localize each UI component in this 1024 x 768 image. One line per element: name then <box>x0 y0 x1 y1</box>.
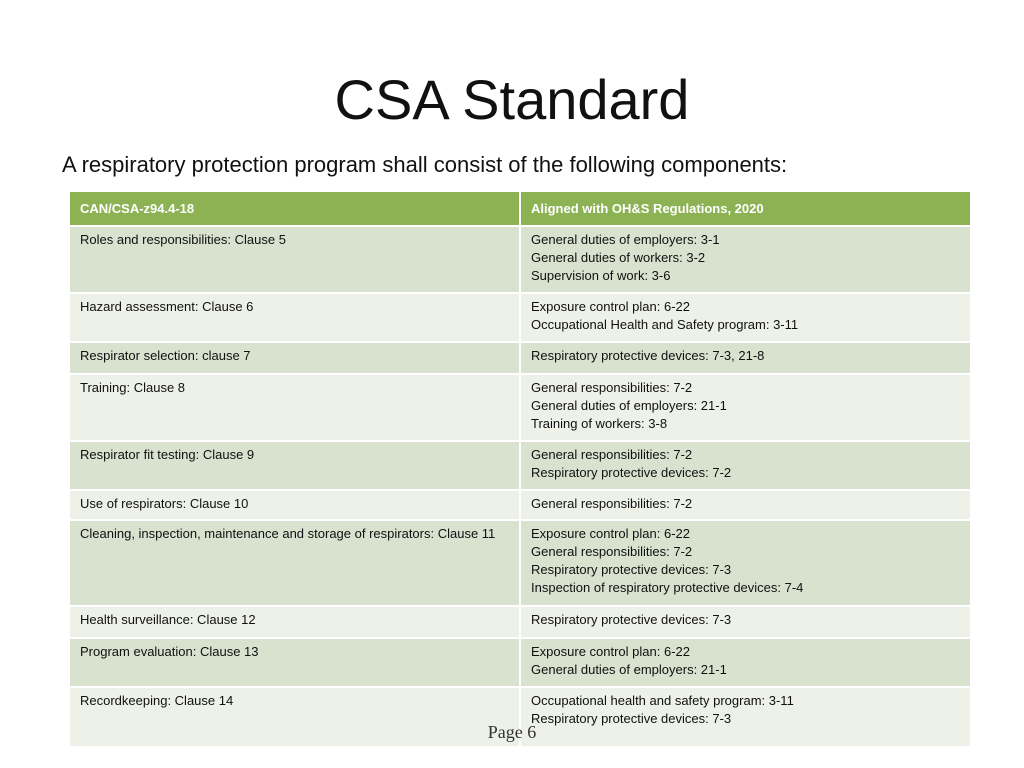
regulation-line: General responsibilities: 7-2 <box>531 544 693 559</box>
table-row: Recordkeeping: Clause 14 Occupational he… <box>68 686 972 748</box>
regulation-line: Inspection of respiratory protective dev… <box>531 580 804 595</box>
page-number: Page 6 <box>487 722 537 742</box>
standard-cell: Respirator selection: clause 7 <box>68 341 521 375</box>
regulation-line: General responsibilities: 7-2 <box>531 380 693 395</box>
standard-cell: Hazard assessment: Clause 6 <box>68 292 521 343</box>
regulation-line: Respiratory protective devices: 7-2 <box>531 465 732 480</box>
table-row: Roles and responsibilities: Clause 5 Gen… <box>68 225 972 294</box>
slide-subtitle: A respiratory protection program shall c… <box>62 152 788 177</box>
slide-title: CSA Standard <box>334 68 690 131</box>
standard-cell: Cleaning, inspection, maintenance and st… <box>68 519 521 607</box>
standards-table: CAN/CSA-z94.4-18 Aligned with OH&S Regul… <box>68 190 972 748</box>
standard-cell: Program evaluation: Clause 13 <box>68 637 521 688</box>
regulation-line: Training of workers: 3-8 <box>531 416 668 431</box>
decorative-mark <box>966 694 972 712</box>
regulation-line: Respiratory protective devices: 7-3 <box>531 562 732 577</box>
regulation-line: General duties of workers: 3-2 <box>531 250 706 265</box>
regulations-cell: Respiratory protective devices: 7-3 <box>519 605 972 639</box>
regulations-cell: General responsibilities: 7-2 Respirator… <box>519 440 972 491</box>
table-row: Use of respirators: Clause 10 General re… <box>68 489 972 521</box>
regulations-cell: Occupational health and safety program: … <box>519 686 972 748</box>
regulations-cell: General responsibilities: 7-2 General du… <box>519 373 972 442</box>
table-row: Hazard assessment: Clause 6 Exposure con… <box>68 292 972 343</box>
table-row: Training: Clause 8 General responsibilit… <box>68 373 972 442</box>
regulation-line: Respiratory protective devices: 7-3 <box>531 612 732 627</box>
standard-cell: Health surveillance: Clause 12 <box>68 605 521 639</box>
column-header-regulations: Aligned with OH&S Regulations, 2020 <box>519 190 972 227</box>
table-row: Health surveillance: Clause 12 Respirato… <box>68 605 972 639</box>
regulations-cell: Exposure control plan: 6-22 General resp… <box>519 519 972 607</box>
regulation-line: General duties of employers: 3-1 <box>531 232 720 247</box>
standard-cell: Training: Clause 8 <box>68 373 521 442</box>
regulation-line: Exposure control plan: 6-22 <box>531 644 690 659</box>
regulation-line: General duties of employers: 21-1 <box>531 662 727 677</box>
standard-cell: Recordkeeping: Clause 14 <box>68 686 521 748</box>
regulation-line: General duties of employers: 21-1 <box>531 398 727 413</box>
regulation-line: Exposure control plan: 6-22 <box>531 526 690 541</box>
regulations-cell: Exposure control plan: 6-22 General duti… <box>519 637 972 688</box>
regulation-line: General responsibilities: 7-2 <box>531 496 693 511</box>
regulations-cell: General responsibilities: 7-2 <box>519 489 972 521</box>
table-row: Cleaning, inspection, maintenance and st… <box>68 519 972 607</box>
regulation-line: Occupational health and safety program: … <box>531 693 794 708</box>
regulation-line: General responsibilities: 7-2 <box>531 447 693 462</box>
regulation-line: Respiratory protective devices: 7-3 <box>531 711 732 726</box>
regulation-line: Occupational Health and Safety program: … <box>531 317 799 332</box>
table-row: Respirator fit testing: Clause 9 General… <box>68 440 972 491</box>
standard-cell: Roles and responsibilities: Clause 5 <box>68 225 521 294</box>
regulations-cell: Respiratory protective devices: 7-3, 21-… <box>519 341 972 375</box>
regulation-line: Respiratory protective devices: 7-3, 21-… <box>531 348 765 363</box>
regulations-cell: General duties of employers: 3-1 General… <box>519 225 972 294</box>
table-row: Respirator selection: clause 7 Respirato… <box>68 341 972 375</box>
standard-cell: Use of respirators: Clause 10 <box>68 489 521 521</box>
regulations-cell: Exposure control plan: 6-22 Occupational… <box>519 292 972 343</box>
standard-cell: Respirator fit testing: Clause 9 <box>68 440 521 491</box>
column-header-standard: CAN/CSA-z94.4-18 <box>68 190 521 227</box>
regulation-line: Supervision of work: 3-6 <box>531 268 671 283</box>
table-row: Program evaluation: Clause 13 Exposure c… <box>68 637 972 688</box>
regulation-line: Exposure control plan: 6-22 <box>531 299 690 314</box>
table-header-row: CAN/CSA-z94.4-18 Aligned with OH&S Regul… <box>68 190 972 227</box>
